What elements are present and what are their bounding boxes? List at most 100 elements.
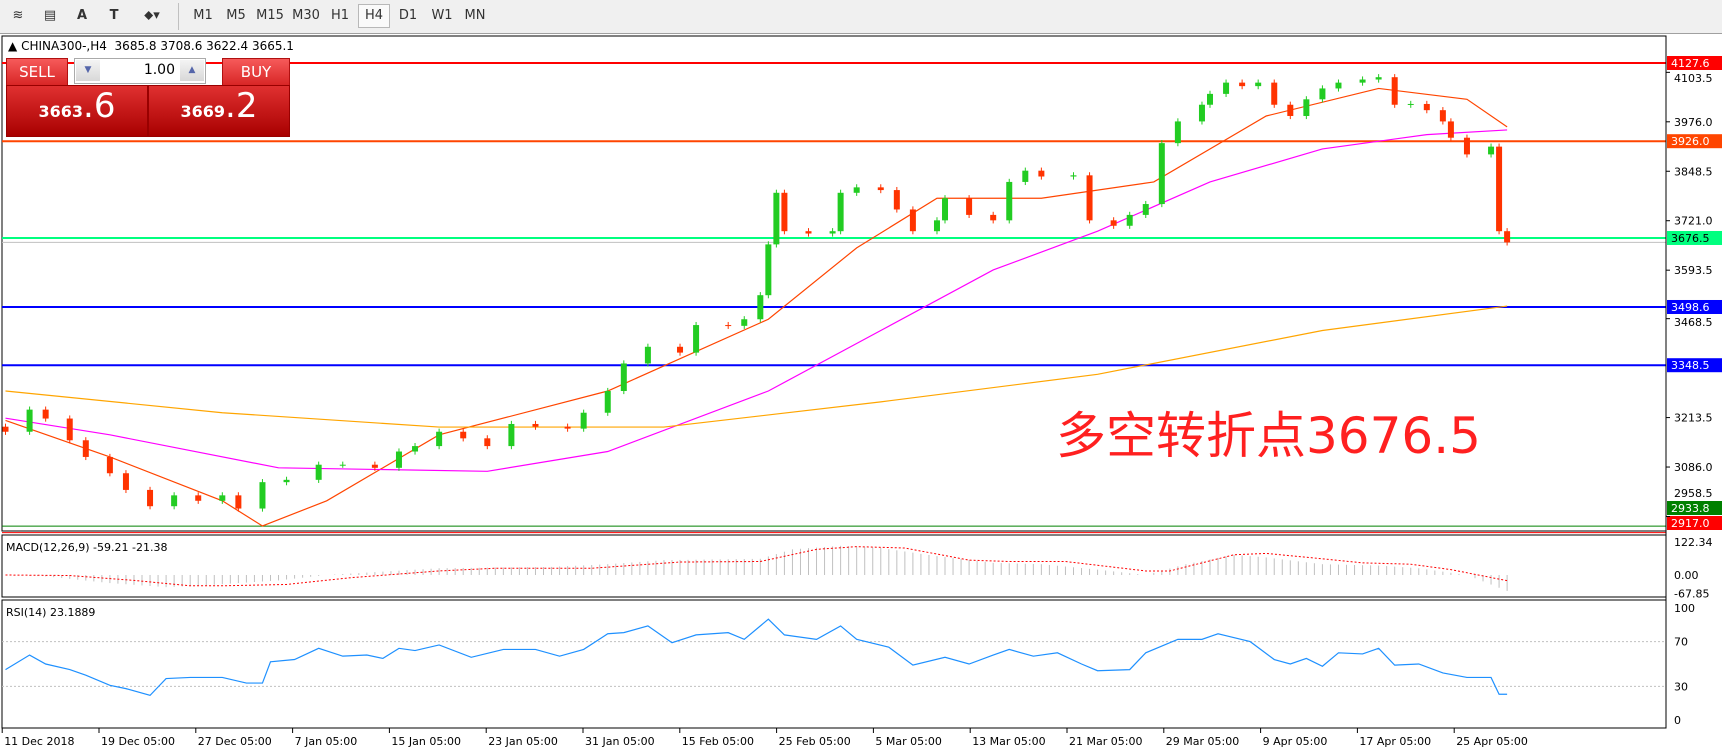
macd-pane [1,534,1667,598]
candle-bear [1271,82,1278,105]
lot-size-input[interactable]: ▼ 1.00 ▲ [74,58,206,84]
time-tick-label: 17 Apr 05:00 [1359,735,1431,748]
timeframe-h4[interactable]: H4 [358,4,390,28]
candle-bull [1223,82,1230,94]
candle-bull [171,495,178,507]
candle-bear [781,192,788,232]
rsi-pane [1,599,1667,729]
candle-bear [1287,104,1294,116]
ma-slow-line [5,305,1508,428]
candle-bear [2,426,9,432]
price-tick-label: 3086.0 [1674,461,1713,474]
candle-bull [283,479,290,483]
elliott-wave-icon[interactable]: ≋ [12,8,24,23]
candle-bear [1496,146,1503,232]
candle-bull [580,412,587,429]
level-price-label: 3676.5 [1671,232,1710,245]
level-price-tag [1667,56,1722,70]
candle-bear [893,190,900,210]
timeframe-m15[interactable]: M15 [256,8,284,23]
arrows-dropdown-icon[interactable]: ⬥▾ [144,8,160,23]
candle-bull [765,244,772,296]
level-price-label: 4127.6 [1671,57,1710,70]
candle-bull [604,391,611,413]
price-axis: 4103.5 3976.0 3848.5 3721.0 3593.5 3468.5 3213… [1665,36,1713,728]
candle-bull [395,451,402,468]
candle-bull [219,495,226,501]
price-tick-label: 4103.5 [1674,72,1713,85]
level-price-label: 3498.6 [1671,301,1710,314]
buy-price[interactable]: 3669.2 [148,85,290,137]
rsi-line [5,618,1508,697]
lot-increase-icon[interactable]: ▲ [180,60,204,81]
sell-button[interactable]: SELL [6,58,68,86]
time-tick-label: 27 Dec 05:00 [198,735,272,748]
candle-bear [460,431,467,439]
time-tick-label: 25 Feb 05:00 [779,735,851,748]
rsi-tick-label: 30 [1674,680,1688,693]
candle-bull [1006,181,1013,221]
candle-bull [644,346,651,364]
timeframe-w1[interactable]: W1 [431,8,453,23]
level-price-tag [1667,134,1722,149]
price-levels: 4127.6 3926.0 3676.5 3498.6 3348.5 2933.8 2917… [2,56,1722,534]
candle-bear [1504,231,1511,243]
macd-indicator: 122.34 0.00 -67.85 [5,536,1713,600]
candle-bull [1070,175,1077,177]
candle-bear [877,187,884,191]
candle-bull [1126,214,1133,226]
candle-bull [315,464,322,480]
collapse-triangle-icon[interactable]: ▲ [8,39,18,53]
candle-bear [106,456,113,474]
time-tick-label: 13 Mar 05:00 [972,735,1045,748]
timeframe-m30[interactable]: M30 [292,8,320,23]
timeframe-d1[interactable]: D1 [398,8,418,23]
sell-price[interactable]: 3663.6 [6,85,148,137]
candle-bull [1407,103,1414,105]
symbol-label: CHINA300-,H4 [21,39,107,53]
level-price-label: 2917.0 [1671,517,1710,530]
text-label-icon[interactable]: T [109,8,119,23]
candle-bull [741,319,748,326]
candle-bear [82,440,89,457]
candle-bear [235,495,242,509]
macd-tick-label: 122.34 [1674,536,1713,549]
candle-bear [195,495,202,501]
candle-bear [677,346,684,353]
macd-label: MACD(12,26,9) -59.21 -21.38 [6,541,167,554]
time-tick-label: 15 Feb 05:00 [682,735,754,748]
timeframe-mn[interactable]: MN [464,8,486,23]
timeframe-h1[interactable]: H1 [330,8,350,23]
rsi-tick-label: 0 [1674,714,1681,727]
candle-bear [725,325,732,327]
level-price-label: 2933.8 [1671,502,1710,515]
price-tick-label: 2958.5 [1674,487,1713,500]
candle-bull [259,482,266,509]
candle-bull [1319,88,1326,100]
fibonacci-icon[interactable]: ▤ [43,8,57,23]
candle-bull [1174,121,1181,144]
candle-bear [1038,170,1045,177]
buy-button[interactable]: BUY [222,58,290,86]
time-tick-label: 25 Apr 05:00 [1456,735,1528,748]
time-tick-label: 19 Dec 05:00 [101,735,175,748]
time-tick-label: 11 Dec 2018 [4,735,74,748]
price-tick-label: 3848.5 [1674,165,1713,178]
candle-bull [1198,104,1205,122]
rsi-indicator: 100 70 30 0 [2,602,1695,727]
macd-tick-label: -67.85 [1674,587,1709,600]
level-price-tag [1667,501,1722,515]
candle-bull [412,446,419,452]
timeframe-m1[interactable]: M1 [193,8,213,23]
candle-bull [693,325,700,353]
candle-bull [837,192,844,232]
rsi-tick-label: 100 [1674,602,1695,615]
lot-decrease-icon[interactable]: ▼ [76,60,100,81]
annotation-text[interactable]: 多空转折点3676.5 [1056,407,1481,465]
timeframe-m5[interactable]: M5 [226,8,246,23]
text-icon[interactable]: A [76,8,88,23]
lot-value[interactable]: 1.00 [143,62,175,78]
level-price-label: 3348.5 [1671,359,1710,372]
sell-price-main: 3663 [38,102,84,121]
